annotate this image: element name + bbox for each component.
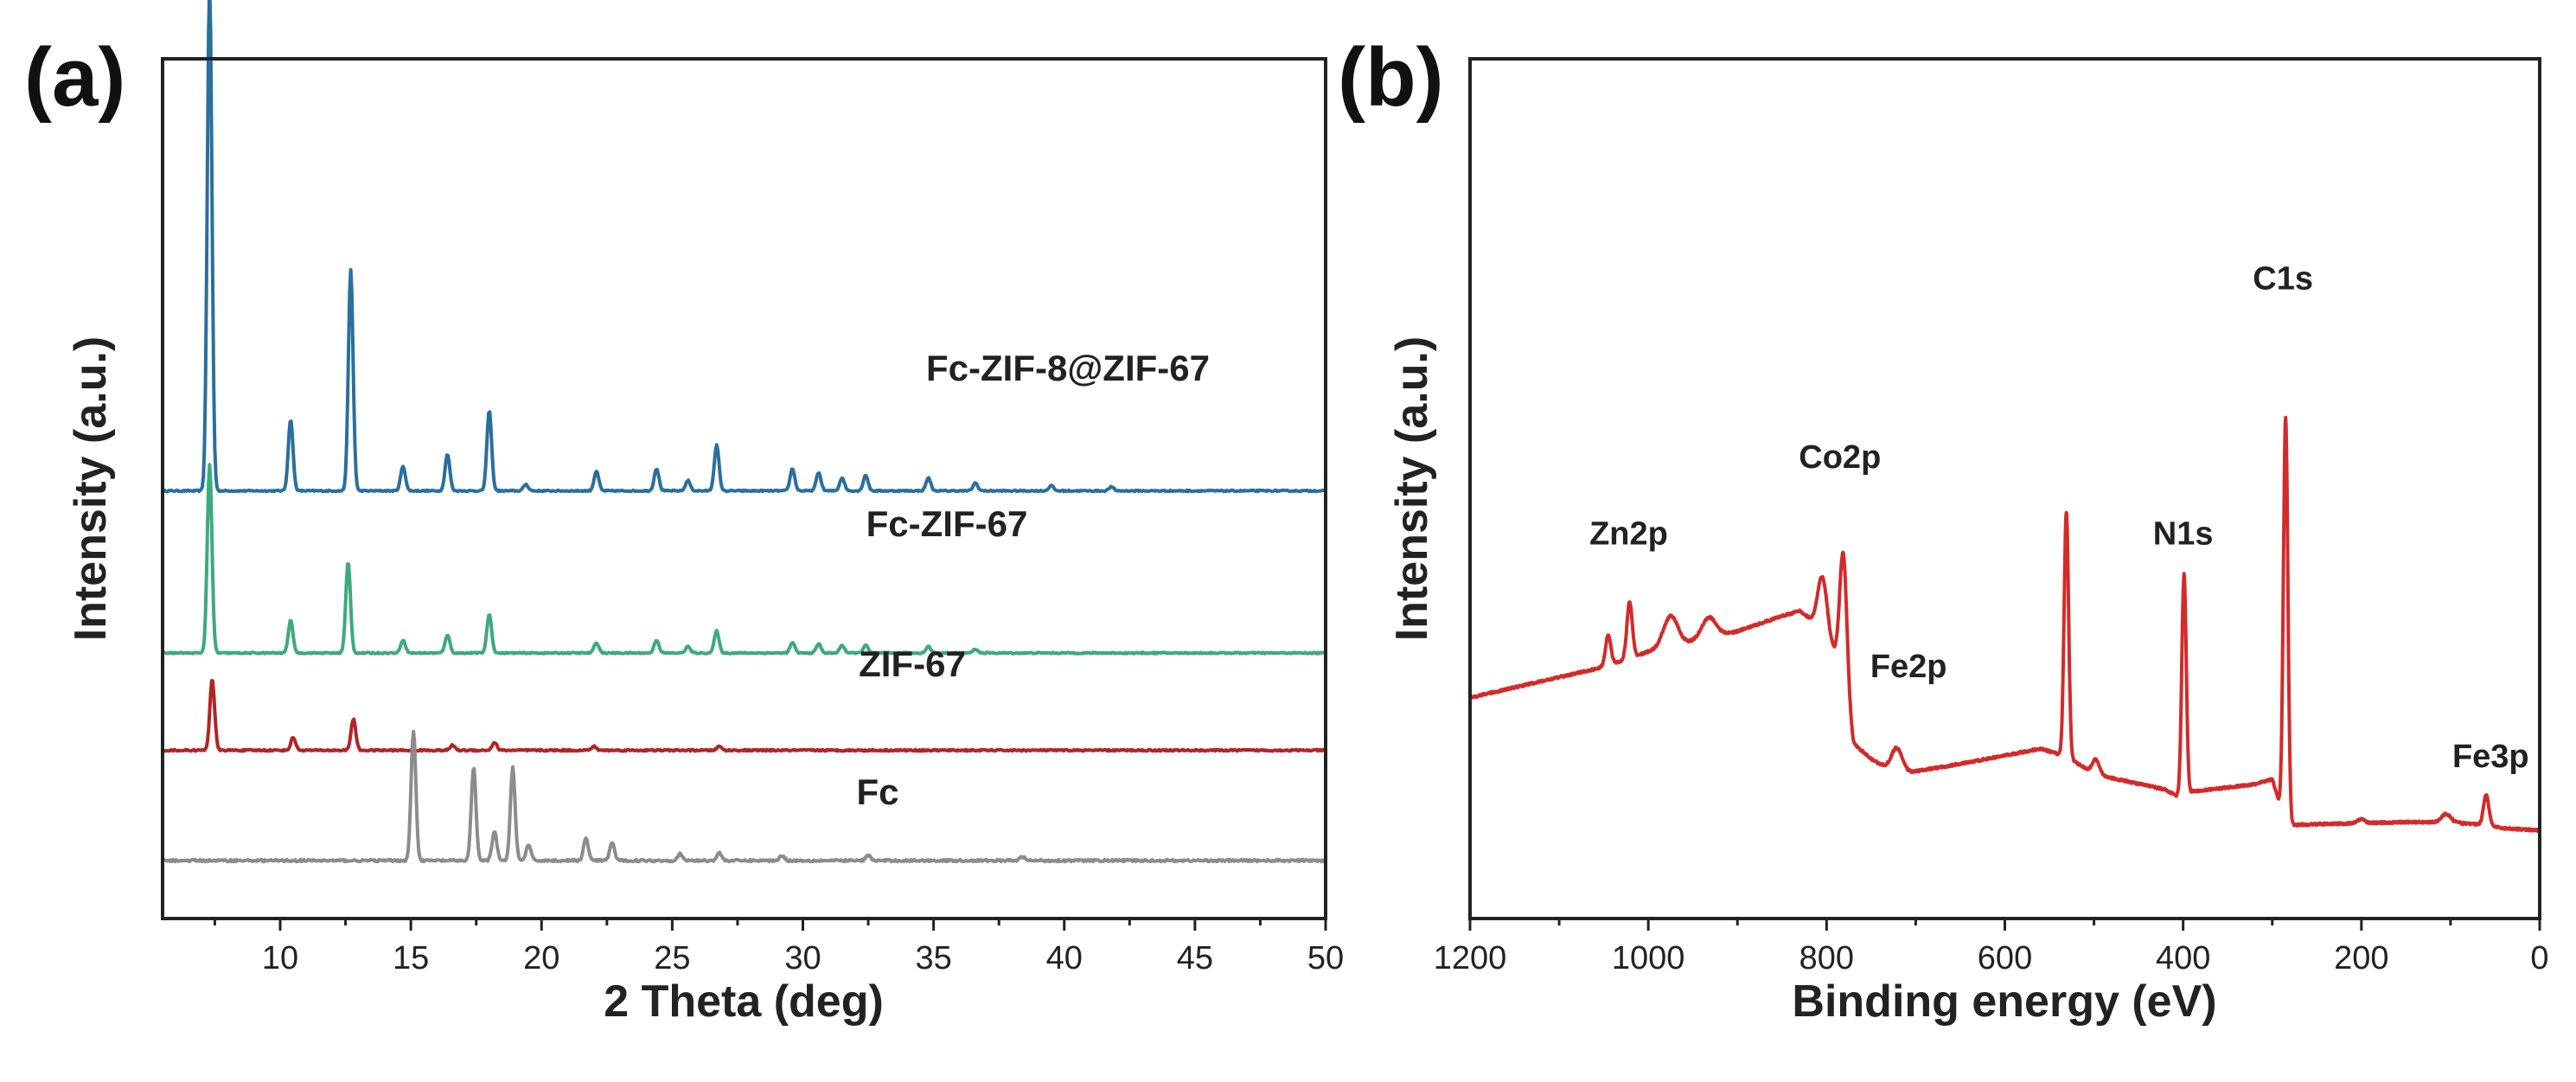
xrd-x-tick-label: 50 [1307, 940, 1344, 976]
xrd-trace-fc-zif-67 [162, 463, 1326, 656]
xrd-panel: (a) 10 15 20 25 30 35 40 45 50 Fc-ZIF-8@ZIF-67Fc… [24, 0, 1344, 1027]
xps-peak-label: Fe3p [2452, 739, 2529, 775]
xrd-y-axis-title: Intensity (a.u.) [66, 336, 116, 641]
xps-survey-trace [1468, 415, 2541, 833]
xps-x-tick-label: 600 [1978, 940, 2032, 976]
xrd-x-tick-label: 20 [523, 940, 559, 976]
xps-x-tick-label: 1200 [1434, 940, 1507, 976]
xrd-series-label: Fc-ZIF-8@ZIF-67 [926, 348, 1210, 388]
xrd-x-tick-label: 30 [784, 940, 821, 976]
panel-label-a: (a) [24, 31, 125, 124]
xrd-series-label: Fc [856, 771, 898, 812]
xrd-x-ticks [213, 919, 1327, 931]
xps-peak-label: C1s [2253, 261, 2313, 298]
xps-x-tick-label: 1000 [1612, 940, 1685, 976]
xps-peak-label: Zn2p [1589, 516, 1668, 553]
xps-peak-annotations: Zn2p Co2p Fe2p N1s C1s Fe3p [1589, 261, 2529, 775]
xps-y-axis-title: Intensity (a.u.) [1387, 336, 1437, 641]
xps-peak-label: N1s [2153, 516, 2214, 553]
xrd-trace-fc [161, 729, 1326, 864]
xrd-x-tick-labels: 10 15 20 25 30 35 40 45 50 [262, 940, 1344, 976]
panel-label-b: (b) [1338, 31, 1444, 124]
xps-x-axis-title: Binding energy (eV) [1792, 976, 2216, 1027]
xrd-x-tick-label: 35 [915, 940, 951, 976]
xrd-x-tick-label: 10 [262, 940, 298, 976]
xps-x-tick-label: 0 [2530, 940, 2548, 976]
xrd-x-tick-label: 40 [1046, 940, 1083, 976]
xrd-x-tick-label: 25 [654, 940, 690, 976]
xrd-trace-zif-67 [162, 679, 1326, 753]
xrd-plot-frame [161, 57, 1327, 920]
xps-x-tick-label: 800 [1799, 940, 1854, 976]
xps-peak-label: Fe2p [1870, 649, 1947, 685]
xrd-x-axis-title: 2 Theta (deg) [604, 976, 884, 1027]
xrd-trace-fc-zif-8-zif-67 [161, 0, 1326, 494]
xps-x-tick-label: 400 [2156, 940, 2210, 976]
xps-x-tick-label: 200 [2334, 940, 2388, 976]
xrd-x-tick-label: 45 [1177, 940, 1213, 976]
xps-traces [1468, 415, 2541, 833]
xrd-series-labels: Fc-ZIF-8@ZIF-67 Fc-ZIF-67 ZIF-67 Fc [856, 348, 1209, 812]
xps-x-tick-labels: 1200 1000 800 600 400 200 0 [1434, 940, 2549, 976]
xrd-traces [161, 0, 1326, 864]
xps-peak-label: Co2p [1799, 439, 1881, 476]
xps-panel: (b) 1200 1000 800 600 400 200 0 Zn2p Co2p Fe2p N1… [1338, 31, 2549, 1027]
xrd-series-label: Fc-ZIF-67 [866, 503, 1028, 544]
xps-plot-frame [1468, 57, 2541, 920]
xrd-series-label: ZIF-67 [859, 643, 966, 684]
xrd-x-tick-label: 15 [393, 940, 429, 976]
